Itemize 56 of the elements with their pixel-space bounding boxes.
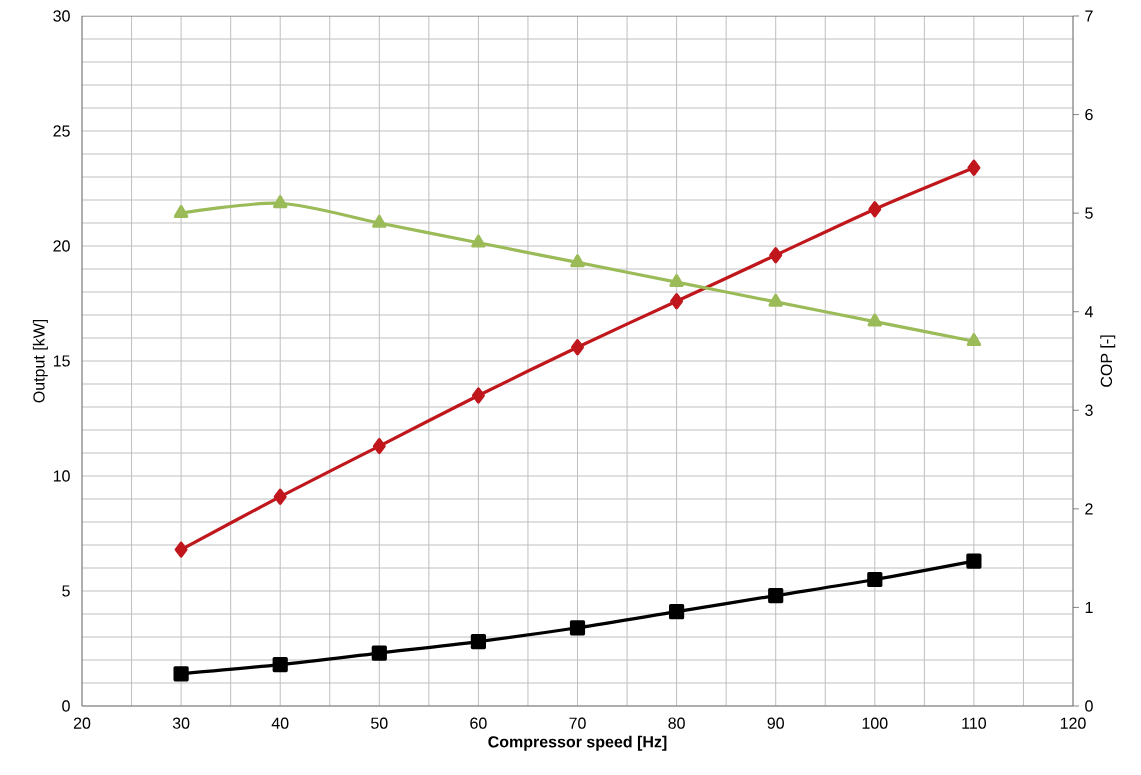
y2-axis-title: COP [-] [1100,335,1116,387]
point [471,387,485,404]
point [867,571,883,588]
point [173,205,189,218]
point [570,254,585,268]
y-tick-label: 10 [53,470,70,482]
point [669,604,685,620]
point [768,587,784,604]
point [967,159,981,176]
y-tick-label: 5 [62,585,70,597]
point [966,553,982,569]
point [768,293,783,307]
point [371,645,387,661]
x-tick-label: 70 [569,717,586,729]
y2-tick-label: 7 [1085,10,1093,22]
point [769,247,783,264]
y-tick-label: 25 [53,125,70,137]
x-tick-label: 50 [371,717,388,729]
point [966,333,982,347]
point [569,620,586,636]
x-tick-label: 40 [271,717,289,729]
y-tick-label: 15 [53,355,70,367]
point [868,201,882,218]
point [670,293,684,310]
y2-tick-label: 3 [1085,404,1093,416]
point [272,656,288,673]
point [272,195,288,209]
y2-tick-label: 4 [1084,306,1093,318]
point [372,214,387,228]
point [372,437,386,455]
point [174,541,188,558]
point [571,339,584,356]
x-tick-label: 60 [470,717,487,729]
x-tick-label: 120 [1060,717,1086,729]
point [867,313,883,327]
point [273,488,287,505]
point [173,666,189,682]
y2-tick-label: 6 [1085,108,1093,121]
point [471,234,486,248]
y-tick-label: 20 [53,240,70,252]
x-tick-label: 90 [767,717,784,729]
y2-tick-label: 1 [1085,601,1093,613]
x-tick-label: 80 [668,717,685,729]
x-tick-label: 30 [172,717,190,729]
y2-tick-label: 0 [1085,700,1093,712]
y-tick-label: 30 [53,10,70,22]
point [470,633,486,650]
y2-tick-label: 2 [1085,503,1093,515]
y-tick-label: 0 [62,700,70,712]
x-tick-label: 110 [962,717,987,729]
x-tick-label: 100 [862,717,888,729]
point [669,274,684,287]
y-axis-title: Output [kW] [32,319,48,403]
y2-tick-label: 5 [1085,207,1093,219]
x-axis-title: Compressor speed [Hz] [488,735,667,751]
x-tick-label: 20 [73,717,91,729]
